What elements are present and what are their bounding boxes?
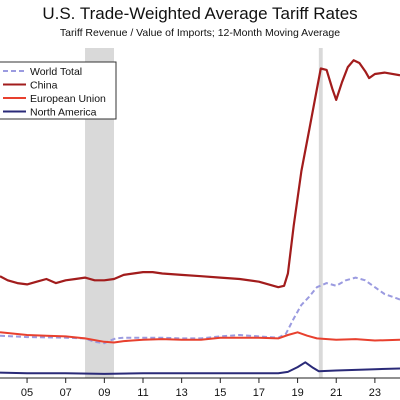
x-tick-label: 07 [60,387,72,399]
x-tick-label: 05 [21,387,33,399]
series-line-china [0,59,400,289]
legend-label: China [30,80,58,92]
chart-subtitle: Tariff Revenue / Value of Imports; 12-Mo… [59,27,341,39]
x-tick-label: 17 [253,387,265,399]
x-tick-label: 13 [176,387,188,399]
series-line-north-america [0,361,400,375]
x-tick-label: 21 [330,387,342,399]
legend-label: European Union [30,93,106,105]
legend-label: North America [30,107,97,119]
x-tick-label: 11 [137,387,148,399]
x-tick-label: 15 [214,387,226,399]
recession-shading [85,48,323,378]
x-tick-label: 19 [291,387,303,399]
x-tick-label: 23 [369,387,381,399]
x-axis-ticks: 05 07 09 11 13 15 17 19 21 23 [21,378,381,399]
x-tick-label: 09 [98,387,110,399]
series-lines [0,59,400,375]
series-line-european-union [0,331,400,344]
shaded-period-2 [318,48,323,378]
chart-title: U.S. Trade-Weighted Average Tariff Rates [42,4,358,23]
legend-label: World Total [30,66,82,78]
series-line-world-total [0,276,400,345]
